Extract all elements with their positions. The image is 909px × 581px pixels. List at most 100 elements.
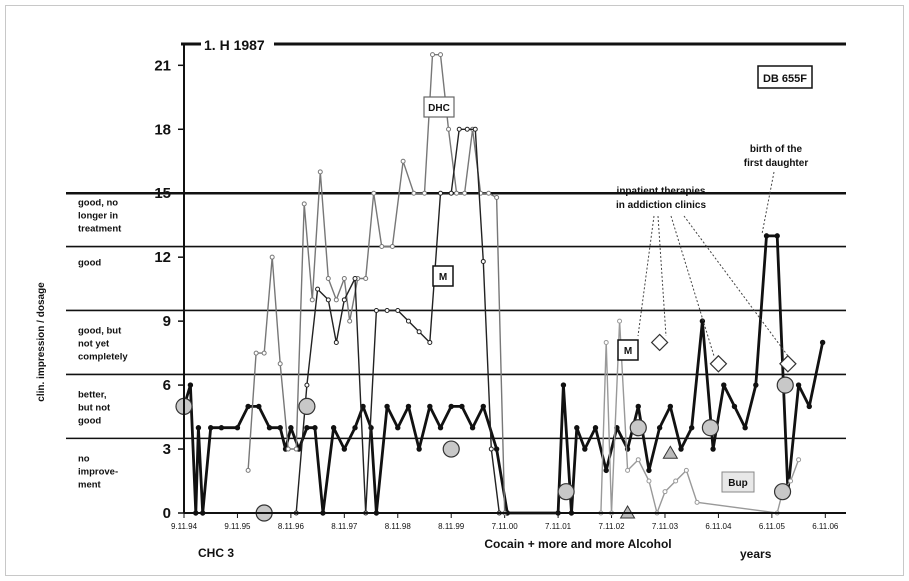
series-0-point-47 [656, 425, 663, 431]
y-tick-label-7: 21 [154, 57, 171, 74]
series-0-point-62 [819, 339, 826, 346]
series-0-point-25 [395, 425, 401, 431]
m-label-2: M [624, 346, 632, 357]
series-1-point-20 [411, 190, 417, 196]
series-2-point-9 [384, 307, 390, 313]
x-tick-label-11: 6.11.05 [759, 522, 786, 531]
series-0-point-32 [469, 425, 476, 431]
birth-pointer [761, 171, 775, 235]
series-0-point-10 [266, 425, 273, 431]
series-0-point-39 [574, 425, 580, 431]
series-0-point-50 [689, 425, 695, 431]
series-1-point-21 [421, 190, 427, 196]
series-line-3 [600, 320, 800, 514]
category-label-4-2: treatment [78, 224, 122, 235]
series-0-point-42 [603, 467, 609, 474]
series-1-point-30 [494, 194, 500, 200]
series-1-point-19 [400, 158, 406, 164]
series-2-point-13 [427, 339, 433, 345]
series-3-point-4 [625, 467, 631, 473]
x-tick-label-9: 7.11.03 [652, 522, 679, 531]
series-0-point-5 [208, 425, 214, 431]
bup-label-group: Bup [721, 471, 755, 493]
inpatient-annotation-line-2: in addiction clinics [616, 200, 706, 211]
y-tick-label-6: 18 [154, 121, 171, 138]
circle-marker-2 [298, 397, 316, 416]
series-1-point-0 [245, 467, 251, 473]
series-1-point-9 [317, 169, 323, 175]
series-line-2 [295, 128, 500, 514]
x-tick-label-1: 9.11.95 [224, 522, 251, 531]
m-label-group-2: M [617, 339, 639, 361]
series-2-point-11 [405, 318, 411, 324]
series-2-point-3 [325, 297, 331, 303]
y-axis-title: clin. impression / dosage [36, 282, 47, 402]
series-1-point-18 [389, 244, 395, 250]
series-1-point-11 [333, 297, 339, 303]
category-label-1-2: good [78, 415, 101, 426]
series-2-point-20 [488, 446, 494, 452]
series-2-point-5 [341, 297, 347, 303]
series-0-point-33 [480, 403, 486, 410]
circle-marker-3 [442, 440, 460, 458]
series-1-point-26 [462, 190, 468, 196]
series-3-point-11 [694, 499, 700, 505]
series-0-point-6 [218, 425, 225, 431]
series-0-point-41 [592, 425, 599, 431]
series-1-point-10 [325, 276, 331, 281]
patient-id: DB 655F [763, 73, 807, 85]
series-0-point-54 [731, 403, 738, 410]
series-1-point-24 [446, 126, 452, 132]
series-3-point-3 [617, 318, 623, 324]
series-2-point-8 [373, 307, 379, 313]
dhc-label: DHC [428, 103, 450, 114]
circle-marker-6 [701, 419, 720, 437]
category-labels: no improve-ment better, but not good good, bu… [78, 198, 128, 491]
series-3-point-15 [796, 457, 802, 463]
series-1-point-29 [486, 190, 492, 196]
series-1-point-22 [430, 52, 436, 58]
y-tick-label-0: 0 [163, 505, 171, 522]
category-label-3-0: good [78, 257, 101, 268]
category-label-2-0: good, but [78, 325, 122, 336]
series-0-point-58 [774, 233, 780, 239]
x-axis-title: Cocain + more and more Alcohol [484, 537, 671, 551]
series-0-point-11 [277, 425, 283, 431]
y-tick-label-1: 3 [163, 441, 171, 458]
series-3-point-14 [788, 478, 794, 484]
category-label-4-1: longer in [78, 211, 118, 222]
series-3-point-8 [662, 489, 668, 495]
series-0-point-31 [459, 403, 465, 410]
series-0-point-45 [635, 403, 641, 410]
series-1-point-17 [379, 244, 385, 250]
series-3-point-10 [683, 467, 689, 473]
x-tick-label-6: 7.11.00 [492, 522, 519, 531]
series-0-point-18 [330, 425, 337, 431]
series-0-point-7 [234, 425, 241, 431]
triangle-marker-1 [662, 445, 679, 459]
category-label-4-0: good, no [78, 198, 118, 209]
series-0-point-48 [667, 403, 674, 410]
series-2-point-15 [448, 190, 454, 196]
y-ticks: 0 3 6 9 12 15 18 21 [154, 57, 184, 522]
series-0-point-9 [256, 403, 262, 410]
series-2-point-14 [438, 190, 444, 196]
inpatient-pointers [637, 215, 789, 357]
category-label-0-0: no [78, 453, 90, 464]
series-0-point-60 [795, 382, 802, 388]
series-0-point-37 [560, 382, 567, 388]
diamond-marker-1 [709, 354, 728, 373]
marker-layer [175, 333, 797, 522]
series-0-point-46 [646, 467, 652, 474]
category-label-1-1: but not [78, 402, 111, 413]
bup-label: Bup [728, 478, 747, 489]
series-1-point-15 [363, 276, 369, 281]
series-1-point-12 [341, 276, 347, 281]
category-label-0-1: improve- [78, 466, 118, 477]
series-0-point-51 [699, 318, 706, 324]
series-1-point-23 [438, 52, 444, 58]
series-2-point-16 [456, 126, 462, 132]
y-tick-label-4: 12 [154, 249, 171, 266]
circle-marker-7 [773, 483, 792, 501]
series-0-point-28 [427, 403, 433, 410]
